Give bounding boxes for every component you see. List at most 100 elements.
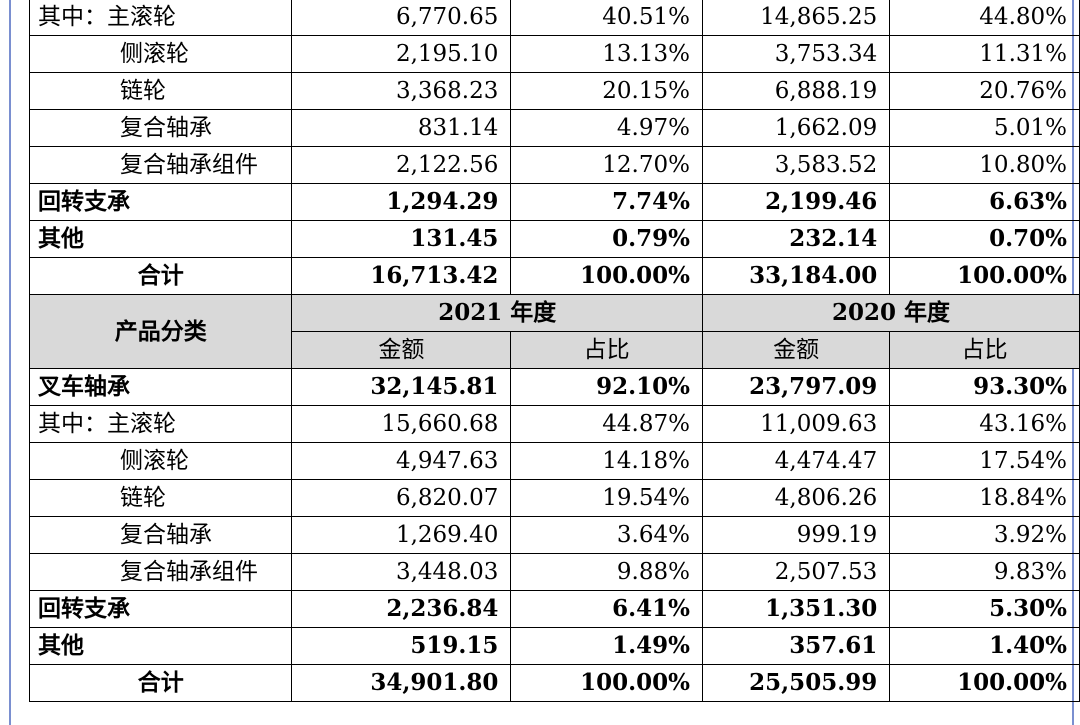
category-cell: 回转支承 (28, 590, 293, 628)
ratio-2020-cell: 11.31% (889, 35, 1080, 73)
category-cell: 复合轴承组件 (28, 146, 293, 184)
product-revenue-table: 其中：主滚轮 6,770.65 40.51% 14,865.25 44.80% 侧滚轮 2,… (28, 0, 1080, 702)
ratio-2021-cell: 1.49% (510, 627, 703, 665)
category-cell: 其中：主滚轮 (28, 405, 293, 443)
amount-2021-cell: 1,294.29 (291, 183, 512, 221)
category-cell: 链轮 (28, 72, 293, 110)
table-row: 回转支承 2,236.84 6.41% 1,351.30 5.30% (28, 590, 1080, 628)
ratio-2020-cell: 100.00% (889, 664, 1080, 702)
amount-2020-cell: 1,351.30 (701, 590, 891, 628)
amount-2020-cell: 14,865.25 (701, 0, 891, 36)
ratio-2020-cell: 6.63% (889, 183, 1080, 221)
category-cell: 叉车轴承 (28, 368, 293, 406)
table-row: 其他 519.15 1.49% 357.61 1.40% (28, 627, 1080, 665)
ratio-2021-cell: 12.70% (510, 146, 703, 184)
amount-2020-cell: 357.61 (701, 627, 891, 665)
page-left-border (9, 0, 11, 725)
table-row: 回转支承 1,294.29 7.74% 2,199.46 6.63% (28, 183, 1080, 221)
amount-2021-cell: 4,947.63 (291, 442, 512, 480)
amount-2020-cell: 3,583.52 (701, 146, 891, 184)
amount-2021-cell: 6,820.07 (291, 479, 512, 517)
table-row: 侧滚轮 4,947.63 14.18% 4,474.47 17.54% (28, 442, 1080, 480)
amount-2021-cell: 2,236.84 (291, 590, 512, 628)
header-ratio-2021: 占比 (510, 331, 703, 369)
table-row: 其中：主滚轮 6,770.65 40.51% 14,865.25 44.80% (28, 0, 1080, 36)
amount-2020-cell: 11,009.63 (701, 405, 891, 443)
amount-2020-cell: 23,797.09 (701, 368, 891, 406)
category-cell: 复合轴承组件 (28, 553, 293, 591)
ratio-2020-cell: 17.54% (889, 442, 1080, 480)
ratio-2021-cell: 7.74% (510, 183, 703, 221)
amount-2020-cell: 6,888.19 (701, 72, 891, 110)
table-bottom-section: 叉车轴承 32,145.81 92.10% 23,797.09 93.30% 其中：主滚轮… (28, 368, 1080, 702)
category-cell: 合计 (28, 664, 293, 702)
header-ratio-2020: 占比 (889, 331, 1080, 369)
table-header-section: 产品分类 2021 年度 2020 年度 金额 占比 金额 占比 (28, 294, 1080, 369)
amount-2021-cell: 3,368.23 (291, 72, 512, 110)
ratio-2021-cell: 3.64% (510, 516, 703, 554)
table-row: 复合轴承 1,269.40 3.64% 999.19 3.92% (28, 516, 1080, 554)
amount-2020-cell: 2,507.53 (701, 553, 891, 591)
ratio-2020-cell: 1.40% (889, 627, 1080, 665)
table-row: 其他 131.45 0.79% 232.14 0.70% (28, 220, 1080, 258)
table-row: 叉车轴承 32,145.81 92.10% 23,797.09 93.30% (28, 368, 1080, 406)
ratio-2021-cell: 4.97% (510, 109, 703, 147)
table-row: 复合轴承 831.14 4.97% 1,662.09 5.01% (28, 109, 1080, 147)
category-cell: 其中：主滚轮 (28, 0, 293, 36)
table-row: 复合轴承组件 3,448.03 9.88% 2,507.53 9.83% (28, 553, 1080, 591)
ratio-2021-cell: 13.13% (510, 35, 703, 73)
amount-2021-cell: 6,770.65 (291, 0, 512, 36)
header-amount-2020: 金额 (701, 331, 891, 369)
amount-2020-cell: 33,184.00 (701, 257, 891, 295)
category-cell: 复合轴承 (28, 516, 293, 554)
ratio-2021-cell: 100.00% (510, 257, 703, 295)
header-row-columns: 金额 占比 金额 占比 (30, 331, 1080, 369)
category-cell: 复合轴承 (28, 109, 293, 147)
amount-2021-cell: 15,660.68 (291, 405, 512, 443)
ratio-2020-cell: 44.80% (889, 0, 1080, 36)
table-row: 合计 16,713.42 100.00% 33,184.00 100.00% (28, 257, 1080, 295)
amount-2021-cell: 831.14 (291, 109, 512, 147)
category-cell: 侧滚轮 (28, 442, 293, 480)
category-cell: 合计 (28, 257, 293, 295)
ratio-2021-cell: 19.54% (510, 479, 703, 517)
ratio-2021-cell: 0.79% (510, 220, 703, 258)
amount-2020-cell: 4,474.47 (701, 442, 891, 480)
header-amount-2021: 金额 (291, 331, 512, 369)
table-row: 链轮 6,820.07 19.54% 4,806.26 18.84% (28, 479, 1080, 517)
table-row: 复合轴承组件 2,122.56 12.70% 3,583.52 10.80% (28, 146, 1080, 184)
ratio-2021-cell: 100.00% (510, 664, 703, 702)
header-category: 产品分类 (28, 294, 293, 369)
table-row: 合计 34,901.80 100.00% 25,505.99 100.00% (28, 664, 1080, 702)
amount-2021-cell: 1,269.40 (291, 516, 512, 554)
header-year-2021: 2021 年度 (291, 294, 703, 332)
ratio-2021-cell: 40.51% (510, 0, 703, 36)
table-row: 侧滚轮 2,195.10 13.13% 3,753.34 11.31% (28, 35, 1080, 73)
ratio-2021-cell: 14.18% (510, 442, 703, 480)
amount-2021-cell: 34,901.80 (291, 664, 512, 702)
amount-2020-cell: 3,753.34 (701, 35, 891, 73)
amount-2021-cell: 32,145.81 (291, 368, 512, 406)
table-row: 其中：主滚轮 15,660.68 44.87% 11,009.63 43.16% (28, 405, 1080, 443)
ratio-2021-cell: 44.87% (510, 405, 703, 443)
ratio-2021-cell: 20.15% (510, 72, 703, 110)
amount-2020-cell: 999.19 (701, 516, 891, 554)
table-row: 链轮 3,368.23 20.15% 6,888.19 20.76% (28, 72, 1080, 110)
amount-2020-cell: 232.14 (701, 220, 891, 258)
category-cell: 链轮 (28, 479, 293, 517)
ratio-2020-cell: 5.01% (889, 109, 1080, 147)
ratio-2020-cell: 10.80% (889, 146, 1080, 184)
amount-2020-cell: 2,199.46 (701, 183, 891, 221)
amount-2020-cell: 4,806.26 (701, 479, 891, 517)
amount-2021-cell: 2,122.56 (291, 146, 512, 184)
table-top-section: 其中：主滚轮 6,770.65 40.51% 14,865.25 44.80% 侧滚轮 2,… (28, 0, 1080, 295)
category-cell: 其他 (28, 220, 293, 258)
ratio-2020-cell: 93.30% (889, 368, 1080, 406)
amount-2021-cell: 131.45 (291, 220, 512, 258)
category-cell: 其他 (28, 627, 293, 665)
amount-2020-cell: 1,662.09 (701, 109, 891, 147)
category-cell: 侧滚轮 (28, 35, 293, 73)
amount-2021-cell: 2,195.10 (291, 35, 512, 73)
ratio-2021-cell: 9.88% (510, 553, 703, 591)
ratio-2020-cell: 43.16% (889, 405, 1080, 443)
